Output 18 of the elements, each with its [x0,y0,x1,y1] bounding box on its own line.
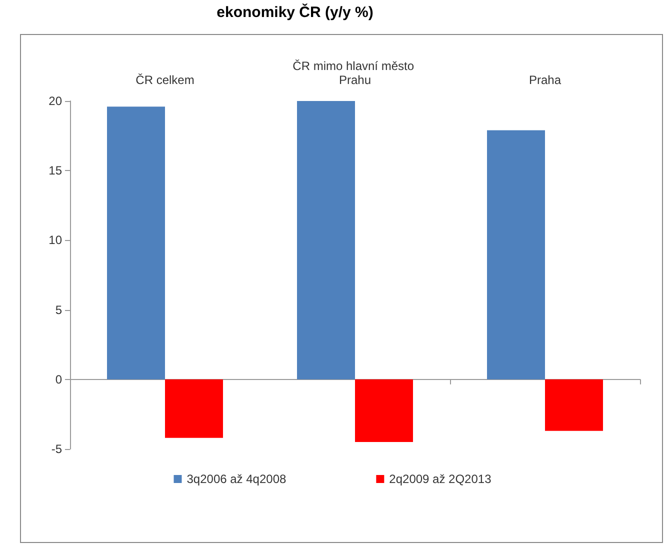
x-tick-label: ČR mimo hlavní město Prahu [292,59,418,87]
bar [355,379,413,442]
y-tick-label: 20 [48,94,62,108]
bar [487,130,545,380]
y-tick-label: 5 [55,302,62,317]
bar [107,106,165,380]
bar [545,379,603,431]
chart-title: ekonomiky ČR (y/y %) [216,3,374,21]
legend-label: 3q2006 až 4q2008 [186,472,286,486]
x-tick-label: Praha [528,73,562,87]
bar [165,379,223,438]
y-tick-label: 0 [55,372,62,386]
legend-label: 2q2009 až 2Q2013 [389,472,492,486]
x-tick-label: ČR celkem [136,73,194,87]
y-tick-label: 15 [48,164,62,178]
y-tick-label: 10 [48,233,62,248]
bar [297,101,355,380]
y-tick-label: -5 [51,442,62,456]
